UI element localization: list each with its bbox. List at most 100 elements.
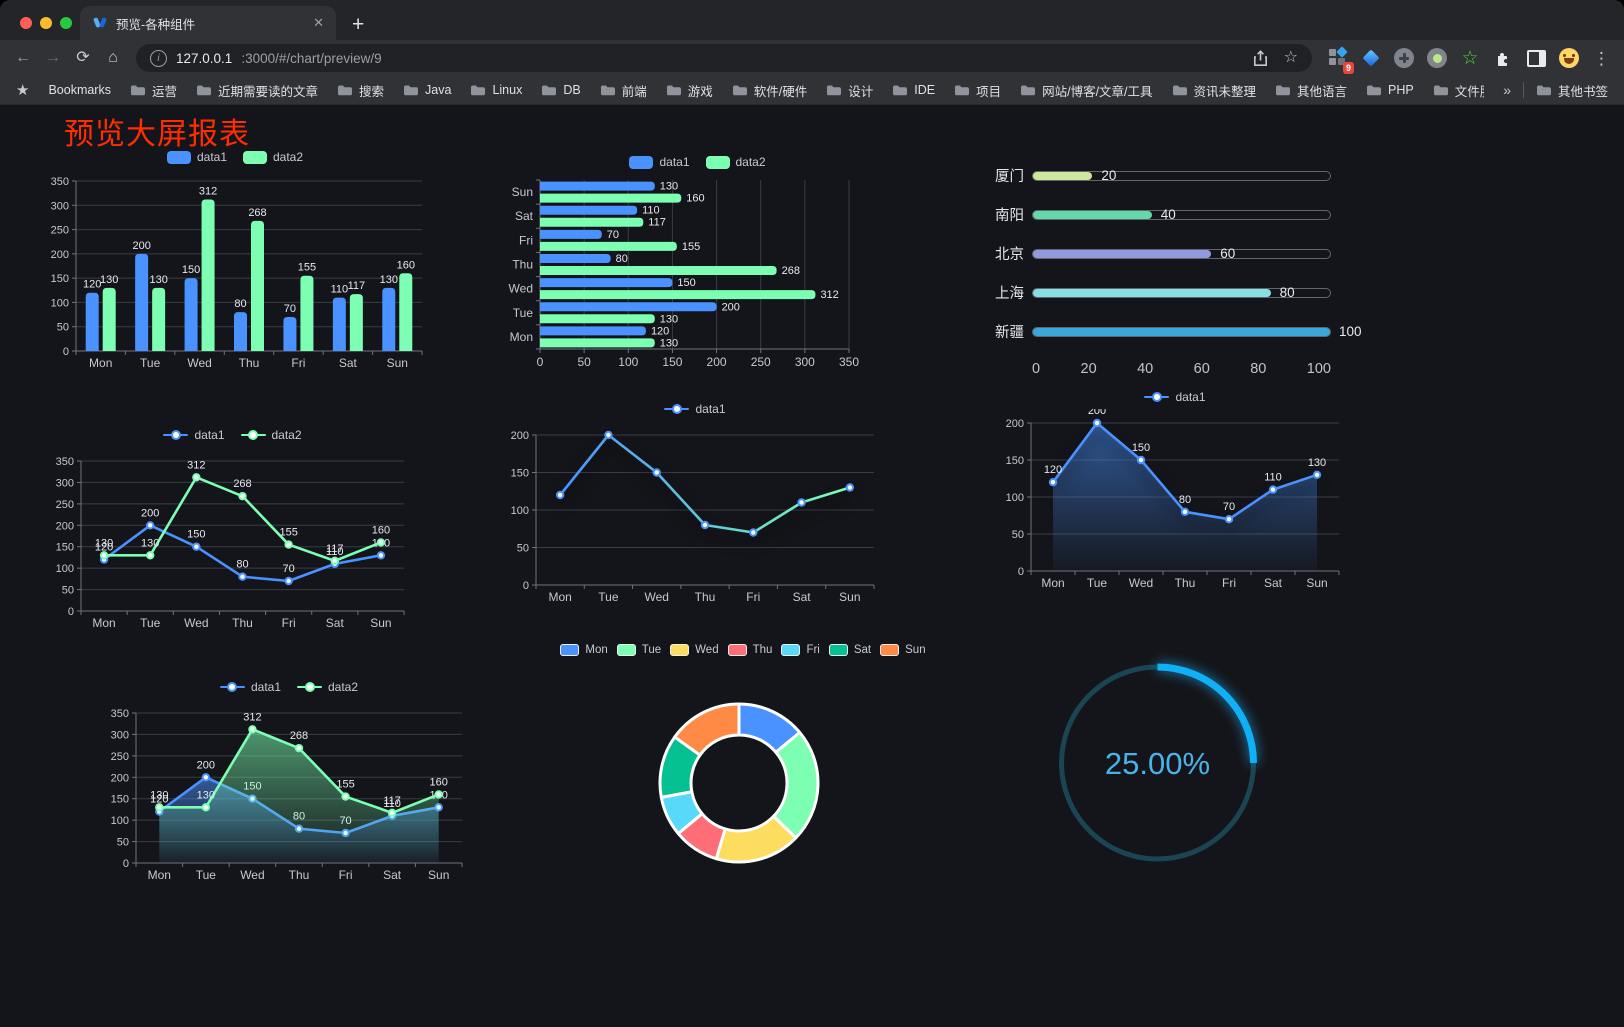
svg-text:50: 50: [62, 585, 74, 597]
bookmark-folder[interactable]: 网站/博客/文章/工具: [1020, 81, 1153, 100]
extensions-puzzle-icon[interactable]: [1493, 48, 1513, 68]
bookmark-folder[interactable]: 前端: [600, 81, 647, 100]
legend-item[interactable]: Thu: [727, 644, 772, 656]
legend-swatch: [705, 155, 730, 169]
chart-bar-horizontal[interactable]: data1 data2 0 50 100 150 200 250 300 350 Mon Tue Wed…: [500, 150, 895, 375]
bookmarks-star-icon[interactable]: ★: [16, 82, 30, 99]
bookmark-folder[interactable]: 近期需要读的文章: [196, 81, 318, 100]
site-info-icon[interactable]: i: [150, 49, 167, 67]
chart-line-area-two[interactable]: data1 data2 0 50 100 150 200 250 300 350 Mon Tue Wed…: [100, 675, 478, 887]
legend-item[interactable]: Sun: [880, 644, 926, 656]
zoom-window-button[interactable]: [60, 17, 72, 29]
extension-gem-icon[interactable]: [1361, 48, 1381, 68]
url-bar[interactable]: i 127.0.0.1 :3000/#/chart/preview/9 ☆: [136, 44, 1312, 72]
legend-item[interactable]: data2: [705, 155, 766, 169]
svg-text:Tue: Tue: [140, 356, 161, 370]
profile-avatar[interactable]: [1559, 48, 1579, 68]
bookmark-folder[interactable]: 搜索: [337, 81, 384, 100]
chart-legend: data1 data2: [500, 150, 895, 174]
bookmark-folder[interactable]: 设计: [826, 81, 873, 100]
legend-item[interactable]: Mon: [560, 644, 608, 656]
extension-clover-icon[interactable]: [1394, 48, 1414, 68]
browser-tab[interactable]: 预览-各种组件 ✕: [80, 6, 336, 40]
back-icon[interactable]: ←: [15, 49, 31, 66]
bookmarks-label[interactable]: Bookmarks: [48, 83, 111, 97]
legend-label: data1: [250, 680, 281, 694]
bookmark-folder[interactable]: Linux: [470, 83, 522, 97]
legend-item[interactable]: Sat: [828, 644, 871, 656]
svg-text:200: 200: [707, 355, 727, 369]
bookmark-folder[interactable]: 其他语言: [1275, 81, 1347, 100]
forward-icon[interactable]: →: [45, 49, 61, 66]
bookmark-folder[interactable]: 资讯未整理: [1172, 81, 1256, 100]
bookmark-folder[interactable]: 文件服务器: [1433, 81, 1484, 100]
legend-item[interactable]: data1: [629, 155, 690, 169]
svg-text:Fri: Fri: [746, 590, 760, 604]
legend-item[interactable]: data1: [219, 680, 281, 694]
legend-item[interactable]: data1: [166, 150, 227, 164]
legend-item[interactable]: Tue: [616, 644, 661, 656]
legend-item[interactable]: data2: [297, 680, 358, 694]
svg-text:100: 100: [511, 505, 529, 517]
bookmark-folder[interactable]: 运营: [130, 81, 177, 100]
bookmarks-overflow-icon[interactable]: »: [1503, 82, 1511, 98]
svg-text:160: 160: [686, 193, 704, 205]
svg-text:130: 130: [141, 537, 159, 549]
chart-gauge[interactable]: 25.00%: [1040, 643, 1275, 883]
svg-text:Mon: Mon: [548, 590, 571, 604]
new-tab-button[interactable]: +: [352, 13, 365, 36]
folder-icon: [1433, 85, 1448, 95]
bookmark-folder[interactable]: IDE: [892, 83, 935, 97]
chart-progress-bars[interactable]: 厦门 20 南阳 40 北京 60 上海 80 新疆 100 0 20 40 60 80 100: [995, 153, 1363, 396]
svg-text:200: 200: [141, 507, 159, 519]
extension-grid-icon[interactable]: 9: [1328, 46, 1354, 74]
minimize-window-button[interactable]: [40, 17, 52, 29]
bookmark-folder[interactable]: 项目: [954, 81, 1001, 100]
url-path: :3000/#/chart/preview/9: [241, 50, 382, 66]
bookmark-star-icon[interactable]: ☆: [1283, 49, 1298, 66]
folder-icon: [827, 85, 842, 95]
legend-item[interactable]: Wed: [670, 644, 719, 656]
bookmark-folder[interactable]: 游戏: [666, 81, 713, 100]
reload-icon[interactable]: ⟳: [76, 49, 90, 66]
svg-text:Sat: Sat: [1264, 576, 1283, 590]
bookmark-folder[interactable]: Java: [403, 83, 451, 97]
bookmark-label: 文件服务器: [1454, 84, 1484, 99]
progress-value: 80: [1279, 284, 1295, 300]
legend-item[interactable]: data1: [664, 402, 726, 416]
share-icon[interactable]: [1253, 49, 1268, 67]
legend-item[interactable]: data2: [243, 150, 303, 164]
svg-text:Sun: Sun: [370, 616, 391, 630]
extension-star-icon[interactable]: ☆: [1461, 47, 1479, 69]
home-icon[interactable]: ⌂: [108, 49, 118, 66]
legend-item[interactable]: Fri: [781, 644, 820, 656]
tab-close-icon[interactable]: ✕: [313, 15, 324, 30]
progress-fill: [1033, 210, 1152, 219]
chart-donut[interactable]: Mon Tue Wed Thu Fri Sat Sun: [548, 638, 938, 888]
bookmark-folder[interactable]: 软件/硬件: [732, 81, 807, 100]
other-bookmarks-folder[interactable]: 其他书签: [1536, 81, 1608, 100]
svg-text:268: 268: [290, 730, 308, 742]
legend-item[interactable]: data1: [163, 428, 225, 442]
chart-line-two-series[interactable]: data1 data2 0 50 100 150 200 250 300 350 Mon Tue Wed…: [45, 423, 420, 635]
browser-menu-icon[interactable]: ⋮: [1593, 48, 1610, 68]
legend-item[interactable]: data2: [240, 428, 302, 442]
chart-line-gradient[interactable]: data1 0 50 100 150 200 Mon Tue Wed Thu Fri Sat Sun: [500, 397, 890, 609]
side-panel-icon[interactable]: [1526, 48, 1546, 68]
progress-value: 60: [1220, 245, 1236, 261]
bookmark-folder[interactable]: PHP: [1366, 83, 1414, 97]
chart-area-single[interactable]: data1 0 50 100 150 200 Mon Tue Wed Thu Fri Sat Sun 12…: [995, 385, 1355, 595]
chart-legend: Mon Tue Wed Thu Fri Sat Sun: [548, 638, 938, 662]
bookmarks-bar: ★ Bookmarks 运营 近期需要读的文章 搜索 Java Linux DB 前端 游戏 软…: [0, 76, 1624, 105]
svg-text:117: 117: [648, 217, 666, 229]
chart-bar-vertical[interactable]: data1 data2 0 50 100 150 200 250 300 350 Mon Tue Wed…: [40, 145, 430, 375]
legend-item[interactable]: data1: [1144, 390, 1206, 404]
folder-icon: [1172, 85, 1187, 95]
legend-label: data1: [196, 150, 227, 164]
progress-fill: [1033, 171, 1093, 180]
folder-icon: [197, 85, 211, 95]
close-window-button[interactable]: [20, 17, 32, 29]
svg-text:268: 268: [233, 478, 251, 490]
bookmark-folder[interactable]: DB: [541, 83, 581, 97]
extension-record-icon[interactable]: [1427, 48, 1447, 68]
